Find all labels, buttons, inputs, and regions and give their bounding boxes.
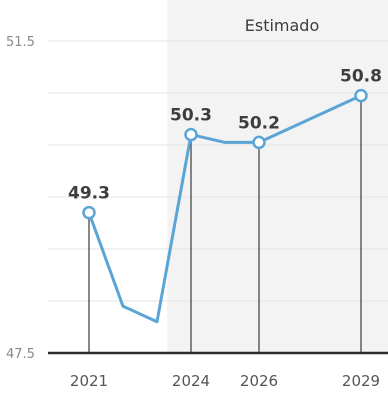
point-marker [184,127,198,142]
x-tick-label: 2029 [342,372,380,390]
point-labels: 49.3 50.3 50.2 50.8 [68,67,382,204]
forecast-region [167,0,388,353]
point-value-label: 50.8 [340,67,382,87]
x-tick-label: 2024 [172,372,210,390]
y-tick-label: 47.5 [6,347,35,362]
y-tick-labels: 47.5 51.5 [6,35,35,362]
point-marker [354,88,368,103]
point-marker [82,205,96,220]
gridlines [48,40,388,302]
point-value-label: 50.3 [170,106,212,126]
point-markers [82,88,368,220]
point-marker [252,135,266,150]
point-value-label: 49.3 [68,184,110,204]
x-tick-labels: 2021 2024 2026 2029 [70,372,380,390]
forecast-label: Estimado [245,16,320,35]
point-value-label: 50.2 [238,113,280,133]
x-tick-label: 2026 [240,372,278,390]
x-tick-label: 2021 [70,372,108,390]
y-tick-label: 51.5 [6,35,35,50]
drop-lines [88,95,362,353]
